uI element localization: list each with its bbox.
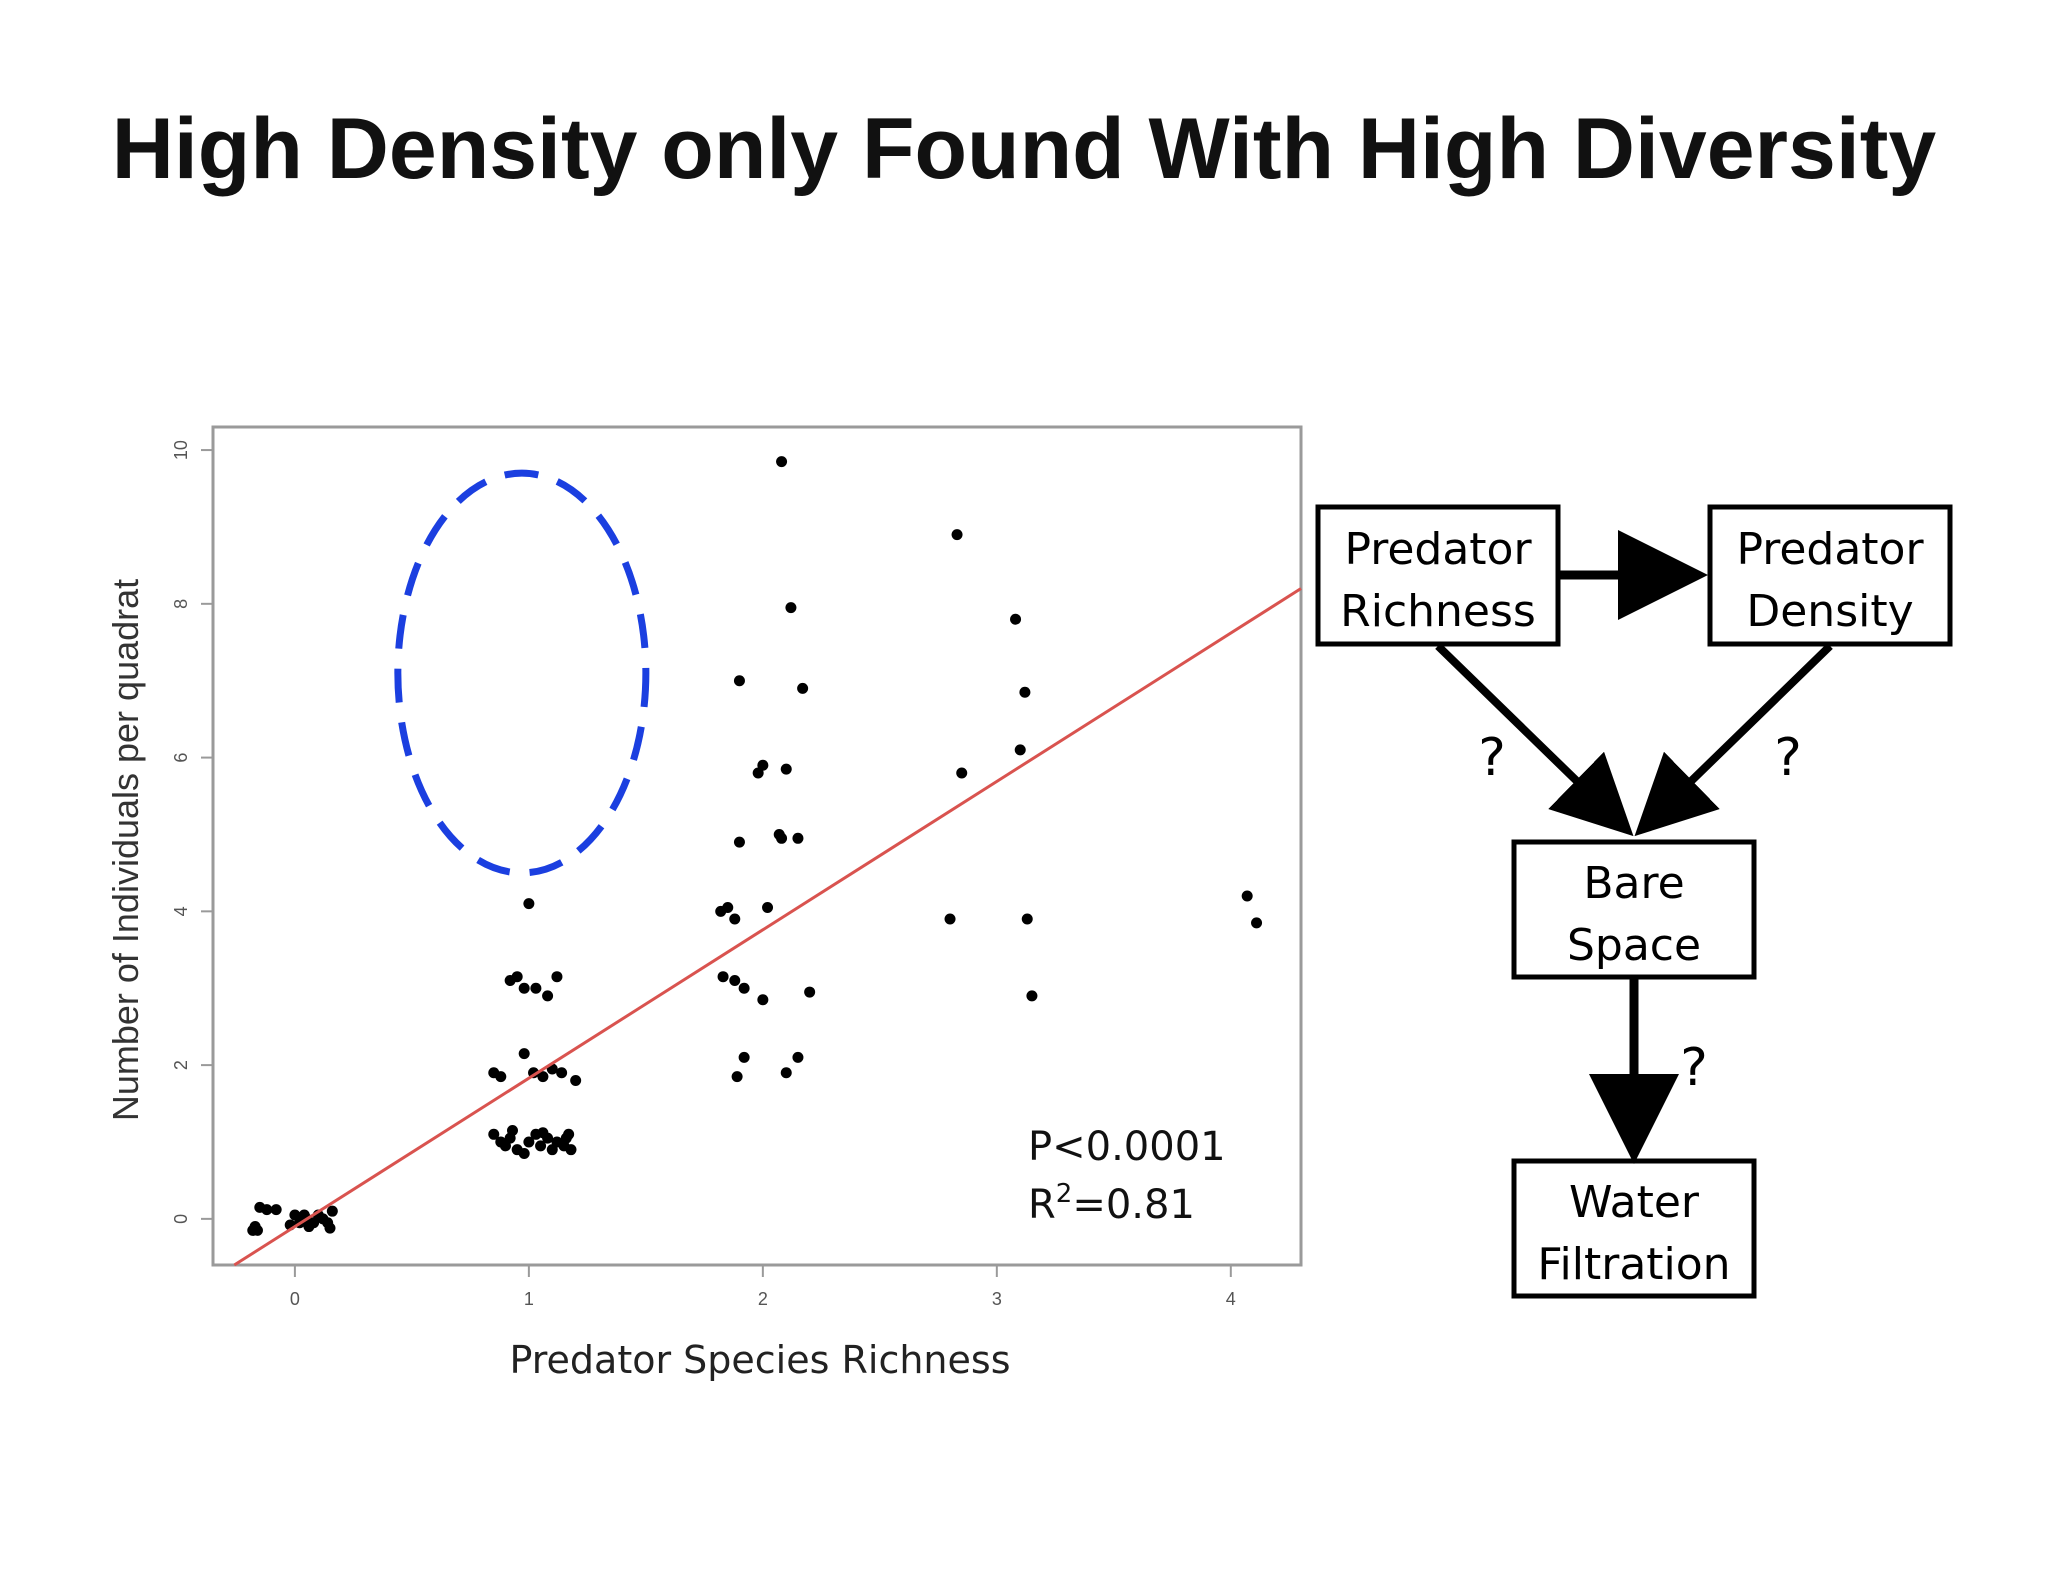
node-predator-richness-line1: Predator — [1344, 524, 1532, 575]
data-point — [1021, 913, 1033, 925]
regression-line — [233, 587, 1302, 1267]
plot-frame — [211, 425, 1303, 1267]
x-tick-label: 3 — [992, 1289, 1002, 1309]
node-predator-richness-line2: Richness — [1340, 586, 1536, 637]
node-bare-space-line1: Bare — [1583, 858, 1684, 909]
data-point — [717, 971, 729, 983]
data-point — [560, 1132, 572, 1144]
data-point — [792, 832, 804, 844]
data-point — [565, 1144, 577, 1156]
data-point — [537, 1071, 549, 1083]
data-point — [542, 990, 554, 1002]
data-point — [738, 982, 750, 994]
data-point — [506, 1124, 518, 1136]
data-point — [523, 1136, 535, 1148]
data-point — [733, 675, 745, 687]
question-mark-right: ? — [1774, 728, 1802, 788]
data-point — [762, 902, 774, 914]
data-point — [773, 828, 785, 840]
node-predator-density: Predator Density — [1707, 504, 1953, 647]
data-point — [780, 763, 792, 775]
data-point — [776, 456, 788, 468]
y-axis-ticks: 0 2 4 6 8 10 — [171, 440, 213, 1224]
data-point — [551, 971, 563, 983]
data-point — [495, 1071, 507, 1083]
data-point — [738, 1051, 750, 1063]
data-point — [951, 529, 963, 541]
data-point — [518, 1048, 530, 1060]
data-point — [1014, 744, 1026, 756]
data-point — [535, 1140, 547, 1152]
x-tick-label: 2 — [758, 1289, 768, 1309]
data-point — [530, 982, 542, 994]
data-point — [1026, 990, 1038, 1002]
node-bare-space: Bare Space — [1511, 839, 1757, 980]
data-point — [944, 913, 956, 925]
node-predator-density-line1: Predator — [1736, 524, 1924, 575]
data-point — [1251, 917, 1263, 929]
data-point — [270, 1204, 282, 1216]
x-tick-label: 4 — [1226, 1289, 1236, 1309]
slide-title: High Density only Found With High Divers… — [111, 101, 1937, 197]
r2-prefix: R — [1028, 1182, 1056, 1228]
data-point — [1019, 686, 1031, 698]
arrow-density-to-bare-space — [1634, 643, 1833, 837]
data-point — [733, 836, 745, 848]
question-mark-left: ? — [1478, 728, 1506, 788]
y-tick-label: 2 — [171, 1060, 191, 1070]
question-mark-bottom: ? — [1680, 1038, 1708, 1098]
data-point — [261, 1204, 273, 1216]
x-tick-label: 0 — [290, 1289, 300, 1309]
node-water-filtration: Water Filtration — [1511, 1158, 1757, 1299]
y-tick-label: 0 — [171, 1214, 191, 1224]
x-axis-label: Predator Species Richness — [510, 1338, 1011, 1382]
data-point — [518, 1148, 530, 1160]
x-tick-label: 1 — [524, 1289, 534, 1309]
data-point — [722, 902, 734, 914]
highlight-ellipse — [394, 469, 650, 877]
data-point — [729, 975, 741, 987]
node-predator-richness: Predator Richness — [1315, 504, 1561, 647]
y-tick-label: 10 — [171, 440, 191, 460]
data-point — [326, 1205, 338, 1217]
data-point — [537, 1127, 549, 1139]
data-point — [1241, 890, 1253, 902]
data-point — [731, 1071, 743, 1083]
node-bare-space-line2: Space — [1567, 920, 1701, 971]
data-points — [247, 456, 1263, 1236]
data-point — [1010, 613, 1022, 625]
arrow-richness-to-bare-space — [1435, 643, 1634, 837]
r2-value: =0.81 — [1072, 1182, 1195, 1228]
y-tick-label: 8 — [171, 599, 191, 609]
data-point — [780, 1067, 792, 1079]
data-point — [956, 767, 968, 779]
data-point — [511, 971, 523, 983]
data-point — [797, 682, 809, 694]
p-value-label: P<0.0001 — [1028, 1124, 1226, 1170]
data-point — [324, 1222, 336, 1234]
data-point — [757, 994, 769, 1006]
y-axis-label: Number of Individuals per quadrat — [105, 579, 146, 1121]
r2-superscript: 2 — [1056, 1179, 1073, 1209]
node-predator-density-line2: Density — [1746, 586, 1913, 637]
data-point — [785, 602, 797, 614]
y-tick-label: 6 — [171, 753, 191, 763]
node-water-filtration-line2: Filtration — [1537, 1239, 1730, 1290]
x-axis-ticks: 0 1 2 3 4 — [290, 1265, 1236, 1309]
data-point — [804, 986, 816, 998]
data-point — [488, 1128, 500, 1140]
data-point — [251, 1224, 263, 1236]
r-squared-label: R2=0.81 — [1028, 1179, 1195, 1228]
data-point — [523, 898, 535, 910]
data-point — [518, 982, 530, 994]
data-point — [556, 1067, 568, 1079]
data-point — [570, 1074, 582, 1086]
data-point — [757, 759, 769, 771]
data-point — [729, 913, 741, 925]
node-water-filtration-line1: Water — [1569, 1177, 1700, 1228]
y-tick-label: 4 — [171, 906, 191, 916]
data-point — [792, 1051, 804, 1063]
